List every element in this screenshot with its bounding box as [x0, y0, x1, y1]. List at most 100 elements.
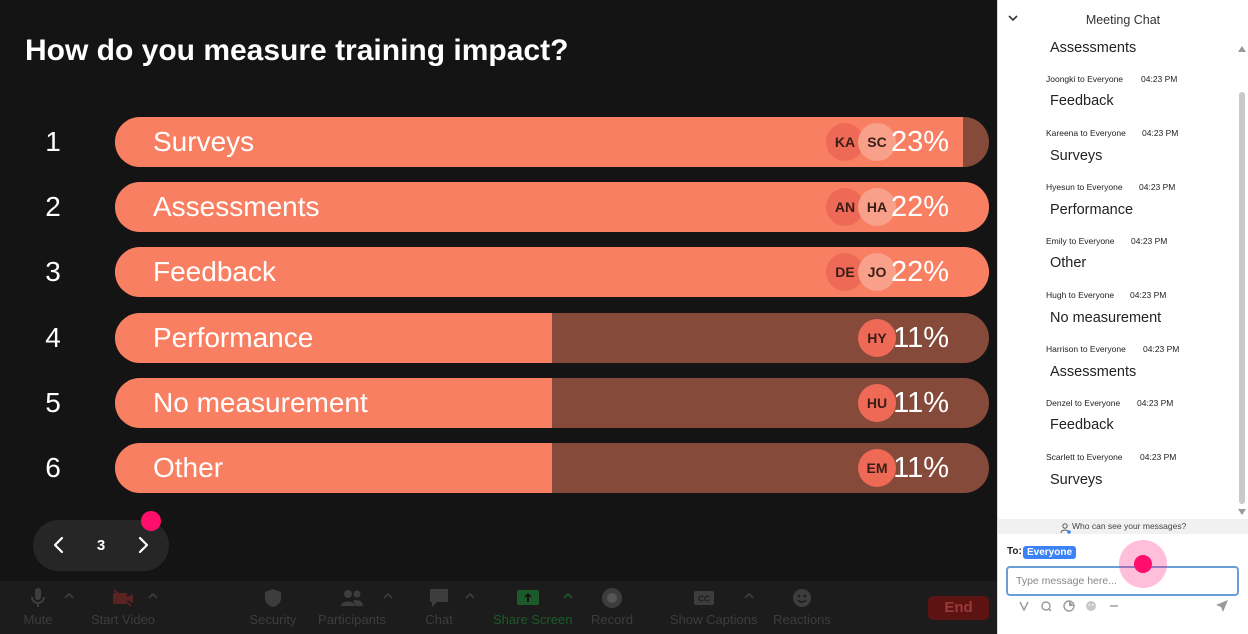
more-icon[interactable]: [1108, 600, 1120, 612]
chat-title: Meeting Chat: [1085, 13, 1161, 27]
chat-scrollbar[interactable]: [1236, 40, 1248, 520]
show-captions-button[interactable]: CC Show Captions: [670, 581, 757, 634]
chevron-left-icon[interactable]: [39, 520, 79, 571]
send-icon[interactable]: [1215, 599, 1229, 613]
record-button[interactable]: Record: [591, 581, 633, 634]
option-number: 2: [45, 191, 61, 222]
chat-button[interactable]: Chat: [425, 581, 453, 634]
message-text: Surveys: [1050, 472, 1103, 488]
poll-option-3: 3 Feedback DE JO 22%: [0, 247, 997, 297]
share-screen-button[interactable]: Share Screen: [493, 581, 573, 634]
participants-label: Participants: [318, 612, 386, 627]
click-indicator: [141, 511, 161, 531]
option-bar-fill: [115, 378, 552, 428]
emoji-icon: [788, 586, 816, 610]
security-button[interactable]: Security: [250, 581, 296, 634]
recipient-selector[interactable]: Everyone: [1023, 546, 1077, 559]
message-sender: Scarlett to Everyone: [1046, 452, 1123, 462]
emoji-picker-icon[interactable]: [1085, 600, 1097, 612]
screenshot-icon[interactable]: [1040, 600, 1052, 612]
chat-message-list: Assessments Joongki to Everyone 04:23 PM…: [998, 38, 1236, 518]
chevron-up-icon[interactable]: [561, 591, 575, 605]
chat-panel: Meeting Chat Assessments Joongki to Ever…: [997, 0, 1248, 634]
mute-button[interactable]: Mute: [24, 581, 52, 634]
svg-text:CC: CC: [698, 595, 710, 604]
start-video-label: Start Video: [90, 612, 156, 627]
voter-avatar: AN: [826, 188, 864, 226]
voter-avatar: SC: [858, 123, 896, 161]
option-number: 6: [45, 452, 61, 483]
file-icon[interactable]: [1063, 600, 1075, 612]
option-percent: 11%: [893, 322, 949, 354]
option-label: Other: [153, 452, 224, 483]
chevron-up-icon[interactable]: [742, 591, 756, 605]
chevron-down-icon[interactable]: [1006, 12, 1020, 26]
option-percent: 22%: [890, 191, 949, 223]
participants-button[interactable]: Participants: [318, 581, 386, 634]
show-captions-label: Show Captions: [670, 612, 758, 627]
chevron-up-icon[interactable]: [62, 591, 76, 605]
reactions-button[interactable]: Reactions: [773, 581, 831, 634]
message-time: 04:23 PM: [1137, 398, 1174, 408]
message-text: Feedback: [1050, 93, 1114, 109]
option-bar: Feedback DE JO 22%: [115, 247, 989, 297]
option-bar-fill: [115, 443, 552, 493]
option-percent: 11%: [893, 452, 949, 484]
who-can-see-link[interactable]: Who can see your messages?: [1072, 521, 1187, 531]
chat-bubble-icon: [425, 586, 453, 610]
shield-icon: [259, 586, 287, 610]
option-label: Assessments: [153, 191, 320, 222]
option-bar-fill: [115, 117, 963, 167]
security-label: Security: [249, 612, 297, 627]
chevron-right-icon[interactable]: [123, 520, 163, 571]
option-bar: Other EM 11%: [115, 443, 989, 493]
chat-header: Meeting Chat: [998, 0, 1248, 40]
cc-icon: CC: [690, 586, 718, 610]
chevron-up-icon[interactable]: [146, 591, 160, 605]
message-sender: Harrison to Everyone: [1046, 344, 1126, 354]
scroll-up-arrow-icon[interactable]: [1236, 44, 1248, 54]
option-bar: Surveys KA SC 23%: [115, 117, 989, 167]
message-time: 04:23 PM: [1131, 236, 1168, 246]
end-button[interactable]: End: [928, 596, 989, 620]
poll-option-4: 4 Performance HY 11%: [0, 313, 997, 363]
message-input[interactable]: Type message here...: [1006, 566, 1239, 596]
message-time: 04:23 PM: [1141, 74, 1178, 84]
option-label: Feedback: [153, 256, 276, 287]
page-number: 3: [96, 537, 106, 554]
option-percent: 23%: [890, 126, 949, 158]
option-percent: 11%: [893, 387, 949, 419]
poll-question: How do you measure training impact?: [25, 34, 569, 67]
start-video-button[interactable]: Start Video: [91, 581, 155, 634]
chevron-up-icon[interactable]: [381, 591, 395, 605]
chevron-up-icon[interactable]: [463, 591, 477, 605]
poll-option-6: 6 Other EM 11%: [0, 443, 997, 493]
presentation-area: How do you measure training impact? 1 Su…: [0, 0, 997, 634]
message-visibility-bar[interactable]: Who can see your messages?: [998, 519, 1248, 534]
option-number: 3: [45, 256, 61, 287]
cursor-indicator: [1134, 555, 1152, 573]
option-number: 1: [45, 126, 61, 157]
message-sender: Hugh to Everyone: [1046, 290, 1115, 300]
message-text: No measurement: [1050, 310, 1162, 326]
option-label: Surveys: [153, 126, 255, 157]
message-sender: Kareena to Everyone: [1046, 128, 1126, 138]
scroll-down-arrow-icon[interactable]: [1236, 507, 1248, 517]
share-screen-icon: [513, 586, 543, 610]
poll-option-5: 5 No measurement HU 11%: [0, 378, 997, 428]
share-screen-label: Share Screen: [493, 612, 573, 627]
option-bar-fill: [115, 313, 552, 363]
message-sender: Emily to Everyone: [1046, 236, 1115, 246]
record-label: Record: [591, 612, 633, 627]
message-time: 04:23 PM: [1139, 182, 1176, 192]
format-text-icon[interactable]: [1018, 600, 1030, 612]
voter-avatar: JO: [858, 253, 896, 291]
person-icon: [1060, 521, 1071, 534]
voter-avatar: HA: [858, 188, 896, 226]
option-bar: No measurement HU 11%: [115, 378, 989, 428]
scrollbar-thumb[interactable]: [1239, 92, 1245, 504]
voter-avatar: HY: [858, 319, 896, 357]
option-percent: 22%: [890, 256, 949, 288]
voter-avatar: KA: [826, 123, 864, 161]
video-off-icon: [108, 586, 138, 610]
